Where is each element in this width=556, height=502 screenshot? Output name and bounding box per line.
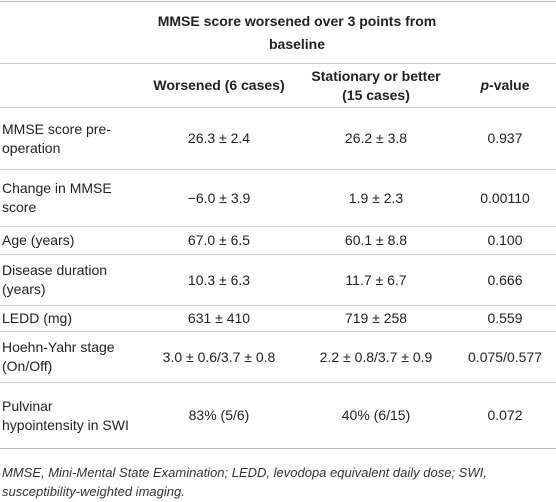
table-row: Age (years) 67.0 ± 6.5 60.1 ± 8.8 0.100 xyxy=(0,226,556,255)
table-cell: 719 ± 258 xyxy=(298,305,454,332)
row-label: Change in MMSE score xyxy=(0,169,140,227)
column-header: p-value xyxy=(454,63,556,108)
row-label: Age (years) xyxy=(0,226,140,255)
table-cell: 26.2 ± 3.8 xyxy=(298,107,454,170)
column-header: Stationary or better (15 cases) xyxy=(298,63,454,108)
row-label: Disease duration (years) xyxy=(0,254,140,306)
header-row: MMSE score worsened over 3 points from b… xyxy=(0,2,556,64)
table-cell: 83% (5/6) xyxy=(140,382,298,449)
data-table: MMSE score worsened over 3 points from b… xyxy=(0,1,556,449)
table-row: Disease duration (years) 10.3 ± 6.3 11.7 ±… xyxy=(0,254,556,306)
footnote: MMSE, Mini-Mental State Examination; LED… xyxy=(2,465,487,499)
table-cell: 0.075/0.577 xyxy=(454,331,556,383)
row-label: MMSE score pre-operation xyxy=(0,107,140,170)
table-cell: 60.1 ± 8.8 xyxy=(298,226,454,255)
row-label: Hoehn-Yahr stage (On/Off) xyxy=(0,331,140,383)
table-row: LEDD (mg) 631 ± 410 719 ± 258 0.559 xyxy=(0,305,556,332)
empty-cell xyxy=(0,2,140,64)
table-cell: −6.0 ± 3.9 xyxy=(140,169,298,227)
table-cell: 26.3 ± 2.4 xyxy=(140,107,298,170)
table-cell: 0.666 xyxy=(454,254,556,306)
table-row: Pulvinar hypointensity in SWI 83% (5/6) 40… xyxy=(0,382,556,449)
table-cell: 67.0 ± 6.5 xyxy=(140,226,298,255)
empty-cell xyxy=(0,63,140,108)
table-cell: 3.0 ± 0.6/3.7 ± 0.8 xyxy=(140,331,298,383)
table-cell: 0.00110 xyxy=(454,169,556,227)
table-cell: 11.7 ± 6.7 xyxy=(298,254,454,306)
header-row: Worsened (6 cases) Stationary or better … xyxy=(0,63,556,108)
row-label: Pulvinar hypointensity in SWI xyxy=(0,382,140,449)
table-cell: 0.100 xyxy=(454,226,556,255)
column-header: Worsened (6 cases) xyxy=(140,63,298,108)
table-row: Hoehn-Yahr stage (On/Off) 3.0 ± 0.6/3.7 ±… xyxy=(0,331,556,383)
table-cell: 0.559 xyxy=(454,305,556,332)
table-row: Change in MMSE score −6.0 ± 3.9 1.9 ± 2.3 0… xyxy=(0,169,556,227)
table-cell: 2.2 ± 0.8/3.7 ± 0.9 xyxy=(298,331,454,383)
table-cell: 631 ± 410 xyxy=(140,305,298,332)
table-cell: 0.937 xyxy=(454,107,556,170)
table-cell: 10.3 ± 6.3 xyxy=(140,254,298,306)
table-row: MMSE score pre-operation 26.3 ± 2.4 26.2 ±… xyxy=(0,107,556,170)
column-header-text: p-value xyxy=(480,77,530,93)
table-cell: 40% (6/15) xyxy=(298,382,454,449)
table-cell: 1.9 ± 2.3 xyxy=(298,169,454,227)
table-cell: 0.072 xyxy=(454,382,556,449)
row-label: LEDD (mg) xyxy=(0,305,140,332)
group-header: MMSE score worsened over 3 points from b… xyxy=(157,12,437,52)
empty-cell xyxy=(454,2,556,64)
